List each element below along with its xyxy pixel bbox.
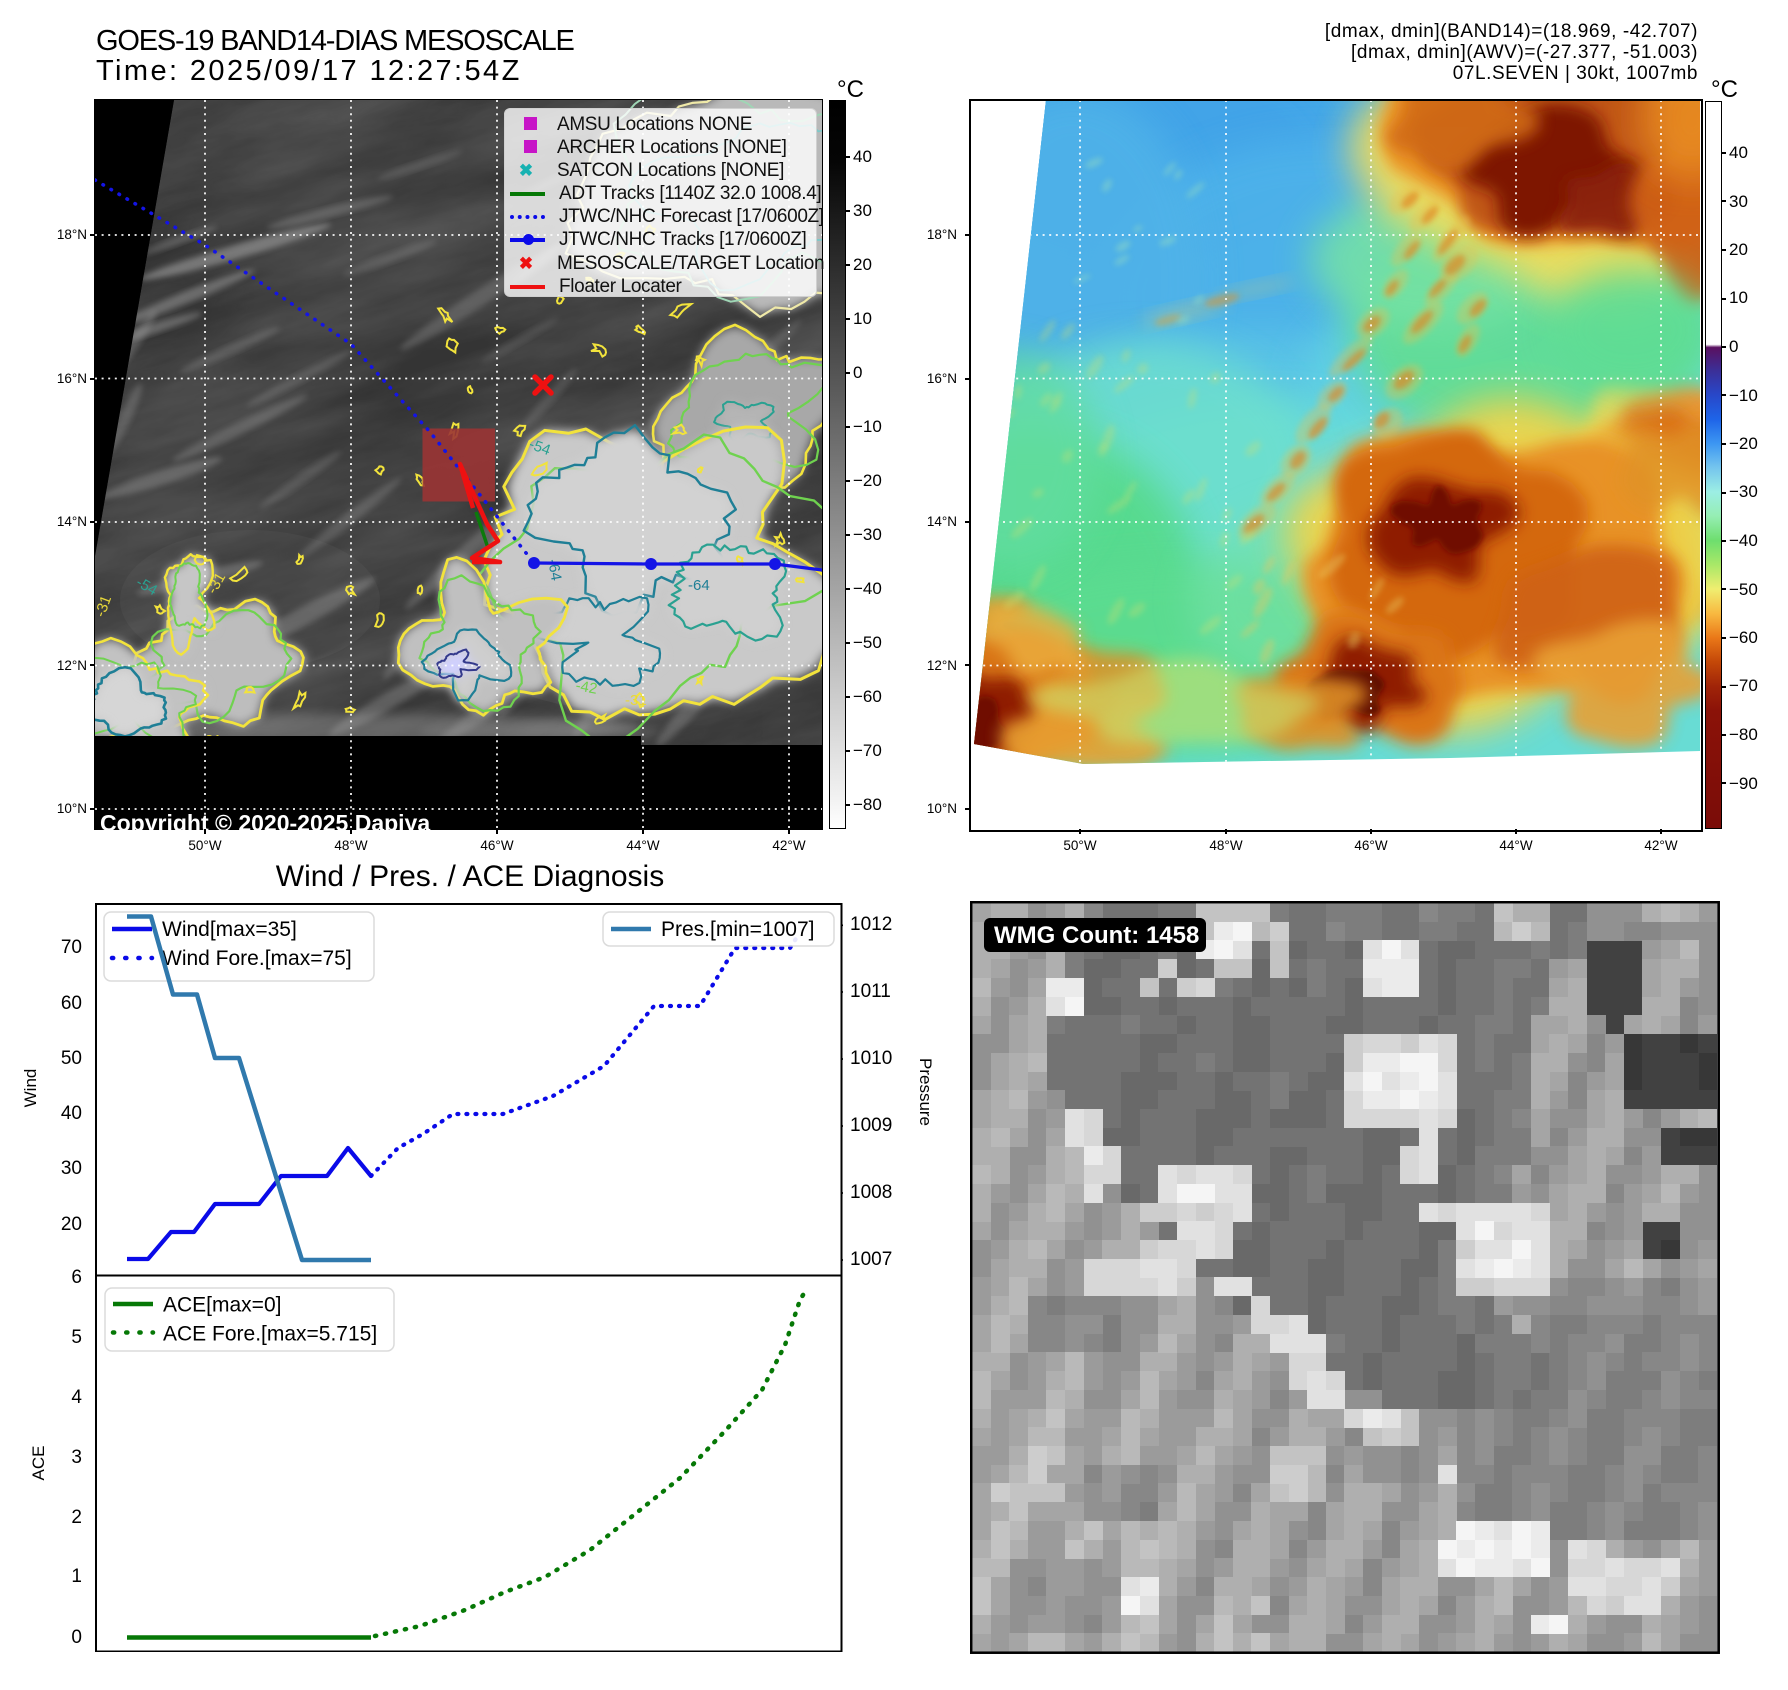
svg-text:Wind Fore.[max=75]: Wind Fore.[max=75] (162, 947, 352, 970)
svg-text:Wind[max=35]: Wind[max=35] (162, 918, 297, 941)
svg-text:ACE Fore.[max=5.715]: ACE Fore.[max=5.715] (163, 1323, 377, 1346)
svg-text:Pres.[min=1007]: Pres.[min=1007] (661, 918, 815, 941)
svg-text:ACE[max=0]: ACE[max=0] (163, 1294, 281, 1317)
svg-text:-31: -31 (625, 692, 647, 709)
svg-text:-54: -54 (527, 436, 553, 459)
svg-text:WMG Count: 1458: WMG Count: 1458 (994, 922, 1199, 949)
svg-text:-31: -31 (95, 593, 115, 619)
svg-text:-64: -64 (688, 577, 710, 594)
svg-text:-42: -42 (574, 677, 598, 698)
